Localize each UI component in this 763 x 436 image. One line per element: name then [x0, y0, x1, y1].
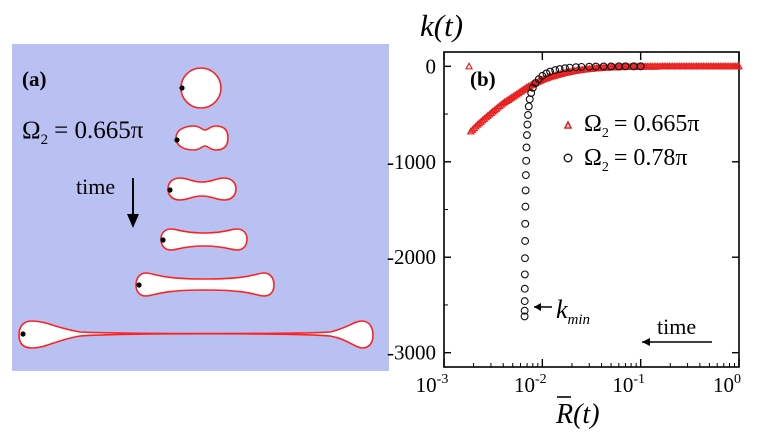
point-omega-078 [521, 171, 530, 180]
x-axis-label: R(t) [555, 396, 600, 430]
y-tick-label-1: -1000 [387, 150, 436, 174]
point-omega-078 [522, 156, 531, 165]
legend-marker-circle [563, 153, 573, 163]
legend-2-value: = 0.78π [614, 145, 688, 171]
y-tick-label-3: -3000 [387, 341, 436, 365]
point-omega-078 [551, 66, 560, 75]
panel-b: k(t) (b) 0-1000-2000-3000 10-3 10-2 10-1 10… [387, 8, 744, 430]
point-omega-078 [577, 62, 586, 71]
droplet-shape-6 [18, 320, 374, 349]
point-omega-078 [521, 186, 530, 195]
droplet-shape-1 [180, 67, 222, 109]
chart-title: k(t) [420, 8, 463, 43]
point-omega-078 [621, 62, 630, 71]
point-omega-078 [636, 62, 645, 71]
x-axis-label-text: R(t) [555, 399, 600, 430]
contact-dot-6 [20, 331, 26, 337]
point-omega-078 [520, 306, 529, 315]
point-omega-078 [522, 143, 531, 152]
legend-1-symbol: Ω [584, 111, 602, 137]
annotation-time: time [642, 314, 712, 346]
point-omega-078 [599, 62, 608, 71]
legend-item-omega-0665: Ω2 = 0.665π [563, 111, 700, 141]
y-tick-label-0: 0 [426, 54, 437, 78]
panel-a-omega-value: = 0.665π [54, 117, 144, 144]
point-omega-078 [524, 102, 533, 111]
legend-label-omega-078: Ω2 = 0.78π [584, 145, 688, 175]
series-omega-0665 [465, 62, 744, 135]
x-tick-label-2: 10-1 [612, 372, 645, 397]
legend: Ω2 = 0.665π Ω2 = 0.78π [563, 111, 700, 175]
point-omega-078 [555, 65, 564, 74]
point-omega-078 [542, 69, 551, 78]
contact-dot-3 [167, 187, 173, 193]
x-tick-label-0: 10-3 [416, 372, 449, 397]
point-omega-078 [522, 131, 531, 139]
point-omega-078 [591, 62, 600, 71]
x-tick-label-1: 10-2 [514, 372, 547, 397]
legend-2-symbol: Ω [584, 145, 602, 171]
legend-2-sub: 2 [602, 160, 609, 175]
series-omega-078 [520, 62, 645, 321]
point-omega-078 [538, 71, 547, 80]
panel-a-omega-symbol: Ω [22, 117, 41, 144]
legend-item-omega-078: Ω2 = 0.78π [563, 145, 688, 175]
point-omega-078 [546, 67, 555, 76]
y-tick-label-2: -2000 [387, 245, 436, 269]
x-axis-ticks: 10-3 10-2 10-1 100 [416, 52, 741, 397]
panel-a-time-arrow [127, 178, 139, 228]
annotation-kmin-label: kmin [556, 295, 590, 328]
x-tick-label-3: 100 [713, 372, 741, 397]
point-omega-078 [607, 62, 616, 71]
annotation-kmin-sub: min [568, 312, 591, 328]
point-omega-0665 [465, 62, 474, 70]
point-omega-078 [520, 312, 529, 321]
droplet-shape-5 [135, 272, 275, 297]
contact-dot-2 [174, 137, 180, 143]
droplet-shape-3 [167, 177, 237, 201]
point-omega-0665 [466, 127, 475, 135]
legend-label-omega-0665: Ω2 = 0.665π [584, 111, 700, 141]
point-omega-078 [521, 237, 530, 245]
point-omega-078 [528, 83, 537, 92]
panel-a-omega-label: Ω2 = 0.665π [22, 117, 144, 148]
point-omega-078 [520, 297, 529, 306]
contact-dot-4 [160, 237, 166, 243]
point-omega-078 [521, 254, 529, 263]
panel-a-omega-sub: 2 [41, 132, 49, 148]
point-omega-078 [521, 219, 530, 228]
point-omega-0665 [734, 62, 744, 70]
annotation-time-label: time [657, 314, 696, 339]
contact-dot-5 [136, 282, 142, 288]
chart-title-text: k(t) [420, 8, 463, 43]
panel-a-time-label: time [76, 174, 115, 199]
panel-a-label: (a) [22, 67, 47, 91]
contact-dot-1 [179, 85, 185, 91]
point-omega-0665 [470, 123, 479, 132]
legend-marker-triangle [563, 120, 573, 129]
point-omega-0665 [468, 125, 477, 133]
droplet-shape-4 [160, 228, 248, 251]
point-omega-078 [527, 89, 536, 97]
point-omega-078 [520, 284, 529, 293]
annotation-kmin-base: k [556, 295, 568, 324]
droplet-shape-2 [175, 125, 229, 151]
annotation-kmin: kmin [534, 295, 590, 328]
droplet-contact-dots [20, 85, 185, 337]
y-axis-ticks: 0 -1000 -2000 -3000 [387, 54, 739, 365]
point-omega-078 [523, 120, 532, 129]
point-omega-078 [520, 270, 529, 279]
panel-a: (a) Ω2 = 0.665π time [12, 44, 389, 371]
legend-1-sub: 2 [602, 126, 609, 141]
point-omega-078 [524, 111, 532, 119]
point-omega-078 [561, 64, 569, 73]
legend-1-value: = 0.665π [614, 111, 700, 137]
droplet-shapes [18, 67, 374, 349]
point-omega-078 [521, 202, 530, 211]
point-omega-078 [572, 63, 580, 72]
panel-b-label: (b) [470, 67, 496, 91]
